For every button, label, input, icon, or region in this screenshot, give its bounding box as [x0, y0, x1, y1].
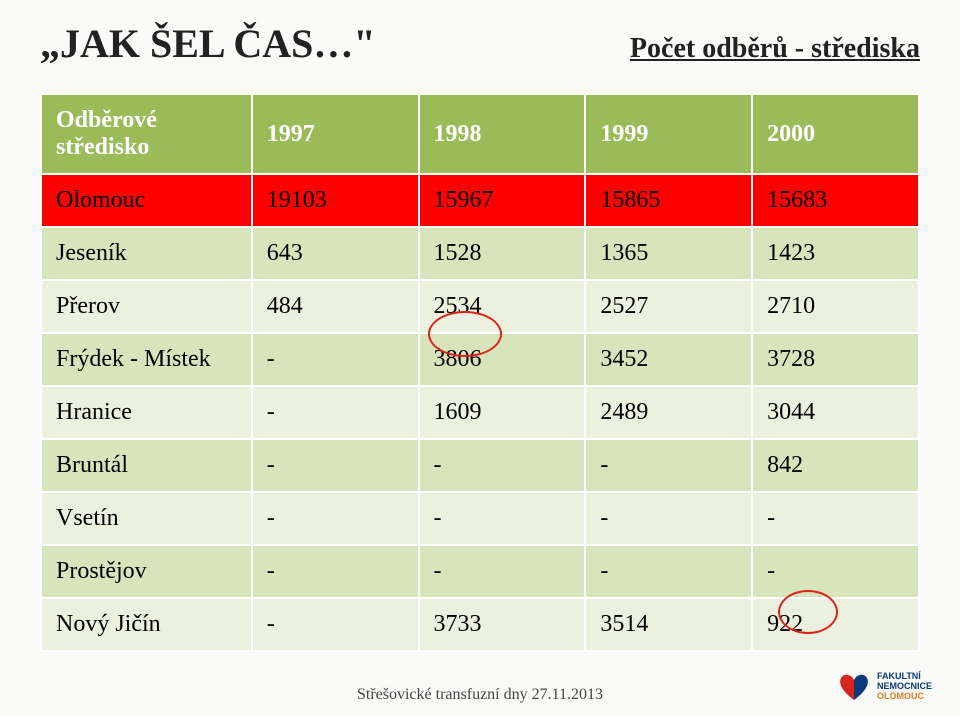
row-label: Olomouc — [41, 174, 252, 227]
table-cell: 3733 — [419, 598, 586, 651]
table-cell: - — [252, 386, 419, 439]
footer-text: Střešovické transfuzní dny 27.11.2013 — [0, 686, 960, 704]
year-col: 1997 — [252, 94, 419, 174]
data-table: Odběrové středisko 1997 1998 1999 2000 O… — [40, 93, 920, 652]
table-cell: 15967 — [419, 174, 586, 227]
table-row: Jeseník643152813651423 — [41, 227, 919, 280]
table-cell: 1423 — [752, 227, 919, 280]
table-cell: - — [252, 439, 419, 492]
table-cell: 2489 — [585, 386, 752, 439]
table-cell: 2527 — [585, 280, 752, 333]
table-cell: - — [585, 439, 752, 492]
table-cell: 1528 — [419, 227, 586, 280]
logo-text: FAKULTNÍ NEMOCNICE OLOMOUC — [877, 672, 932, 702]
table-cell: - — [752, 545, 919, 598]
table-cell: 15865 — [585, 174, 752, 227]
table-cell: 3452 — [585, 333, 752, 386]
table-row: Prostějov---- — [41, 545, 919, 598]
table-cell: 15683 — [752, 174, 919, 227]
heart-icon — [837, 672, 871, 702]
slide-title: „JAK ŠEL ČAS…" — [40, 20, 376, 67]
table-cell: 1365 — [585, 227, 752, 280]
table-header-row: Odběrové středisko 1997 1998 1999 2000 — [41, 94, 919, 174]
table-cell: 643 — [252, 227, 419, 280]
table-cell: - — [252, 545, 419, 598]
table-cell: - — [252, 333, 419, 386]
table-cell: 19103 — [252, 174, 419, 227]
table-cell: 3514 — [585, 598, 752, 651]
year-col: 2000 — [752, 94, 919, 174]
row-label: Hranice — [41, 386, 252, 439]
row-label: Bruntál — [41, 439, 252, 492]
table-row: Frýdek - Místek-380634523728 — [41, 333, 919, 386]
row-label: Frýdek - Místek — [41, 333, 252, 386]
table-cell: 3044 — [752, 386, 919, 439]
table-cell: - — [252, 598, 419, 651]
table-cell: 2534 — [419, 280, 586, 333]
slide-subtitle: Počet odběrů - střediska — [630, 33, 920, 65]
table-row: Přerov484253425272710 — [41, 280, 919, 333]
table-row: Nový Jičín-37333514922 — [41, 598, 919, 651]
table-cell: 922 — [752, 598, 919, 651]
row-label: Prostějov — [41, 545, 252, 598]
table-cell: - — [585, 545, 752, 598]
row-label: Jeseník — [41, 227, 252, 280]
table-cell: - — [419, 545, 586, 598]
table-row: Vsetín---- — [41, 492, 919, 545]
table-cell: - — [419, 439, 586, 492]
table-cell: 484 — [252, 280, 419, 333]
table-cell: 2710 — [752, 280, 919, 333]
table-row: Olomouc19103159671586515683 — [41, 174, 919, 227]
table-cell: 842 — [752, 439, 919, 492]
hospital-logo: FAKULTNÍ NEMOCNICE OLOMOUC — [837, 672, 932, 702]
row-label: Vsetín — [41, 492, 252, 545]
table-cell: 1609 — [419, 386, 586, 439]
row-label: Přerov — [41, 280, 252, 333]
table-cell: - — [585, 492, 752, 545]
year-col: 1999 — [585, 94, 752, 174]
table-row: Hranice-160924893044 — [41, 386, 919, 439]
row-label: Nový Jičín — [41, 598, 252, 651]
header-label: Odběrové středisko — [41, 94, 252, 174]
table-cell: 3728 — [752, 333, 919, 386]
table-cell: 3806 — [419, 333, 586, 386]
table-cell: - — [252, 492, 419, 545]
table-row: Bruntál---842 — [41, 439, 919, 492]
year-col: 1998 — [419, 94, 586, 174]
table-cell: - — [419, 492, 586, 545]
logo-line: OLOMOUC — [877, 692, 932, 702]
table-cell: - — [752, 492, 919, 545]
